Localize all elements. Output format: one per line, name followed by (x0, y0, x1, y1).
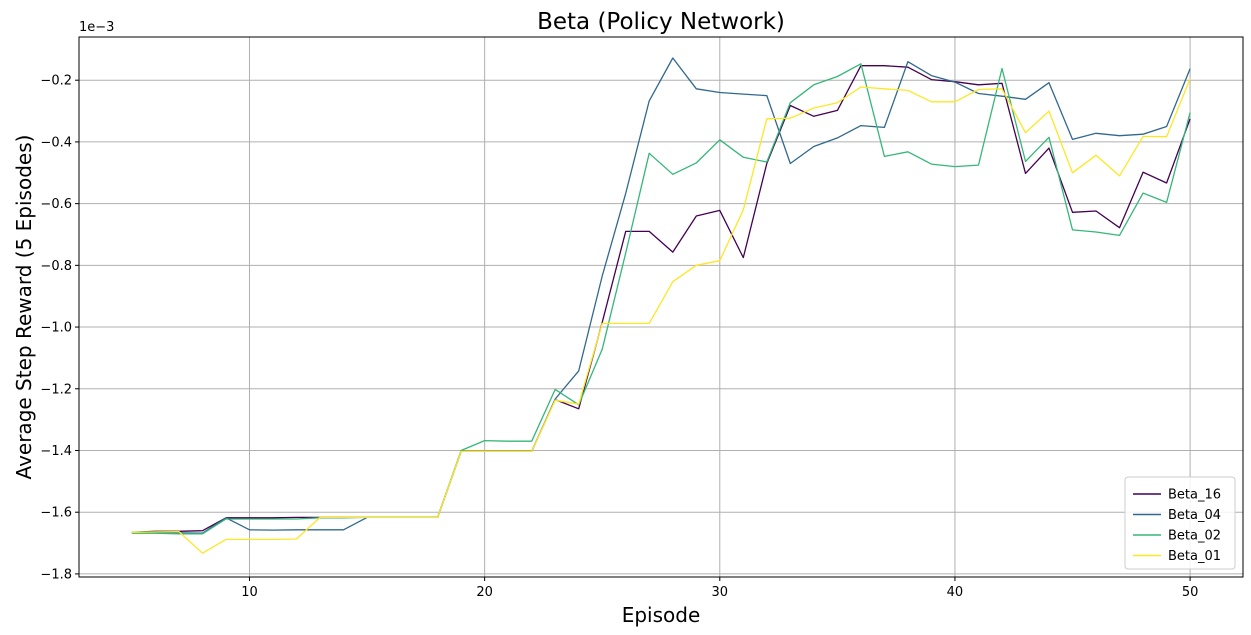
x-axis-title: Episode (622, 603, 701, 627)
legend-label: Beta_16 (1168, 488, 1221, 503)
legend-box (1124, 476, 1236, 570)
y-tick-label: −0.8 (40, 259, 72, 274)
legend-label: Beta_04 (1168, 508, 1221, 523)
x-tick-label: 10 (241, 585, 258, 600)
y-tick-label: −1.4 (40, 444, 72, 459)
x-tick-label: 20 (476, 585, 493, 600)
x-tick-label: 30 (712, 585, 729, 600)
chart-title: Beta (Policy Network) (537, 9, 785, 35)
series-line-beta-01 (131, 78, 1191, 554)
legend: Beta_16 Beta_04 Beta_02 Beta_01 (1124, 476, 1236, 570)
y-tick-label: −1.8 (40, 567, 72, 582)
axis-ticks: 10 20 30 40 50 −1.8 −1.6 −1.4 −1.2 −1.0 −0.8 −0.6 −0… (40, 74, 1198, 600)
y-tick-label: −0.4 (40, 135, 72, 150)
x-tick-label: 40 (947, 585, 964, 600)
x-tick-label: 50 (1182, 585, 1199, 600)
plot-area-frame (78, 36, 1244, 578)
y-tick-label: −1.2 (40, 382, 72, 397)
y-axis-scale-label: 1e−3 (79, 20, 114, 35)
series-line-beta-02 (131, 63, 1191, 535)
y-tick-label: −1.6 (40, 506, 72, 521)
y-tick-label: −1.0 (40, 321, 72, 336)
series-line-beta-04 (131, 57, 1191, 534)
y-tick-label: −0.6 (40, 197, 72, 212)
series-lines (131, 57, 1191, 554)
y-axis-title: Average Step Reward (5 Episodes) (12, 135, 36, 480)
y-tick-label: −0.2 (40, 74, 72, 89)
legend-label: Beta_02 (1168, 529, 1221, 544)
series-line-beta-16 (131, 65, 1191, 533)
legend-label: Beta_01 (1168, 549, 1221, 564)
